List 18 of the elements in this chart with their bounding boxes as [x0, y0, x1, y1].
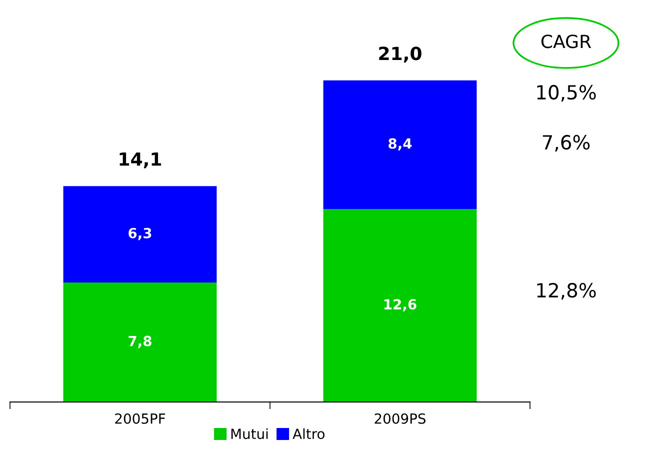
- x-tick-label: 2009PS: [374, 413, 426, 424]
- bar: [323, 209, 477, 402]
- text: CAGR: [541, 34, 592, 48]
- total-label: 14,1: [120, 152, 162, 168]
- bar: [63, 282, 217, 402]
- legend-label: Altro: [292, 428, 324, 440]
- bar: [63, 186, 217, 283]
- data-label: 6,3: [128, 228, 152, 240]
- x-tick-label: 2005PF: [115, 413, 166, 424]
- legend-label: Mutui: [231, 428, 268, 440]
- data-label: 12,6: [384, 299, 416, 312]
- bar: [323, 80, 477, 210]
- text: 12,8%: [537, 282, 596, 300]
- data-label: 8,4: [388, 138, 412, 151]
- data-label: 7,8: [128, 336, 152, 348]
- total-label: 21,0: [379, 46, 422, 63]
- text: 7,6%: [542, 134, 590, 152]
- text: 10,5%: [537, 84, 596, 102]
